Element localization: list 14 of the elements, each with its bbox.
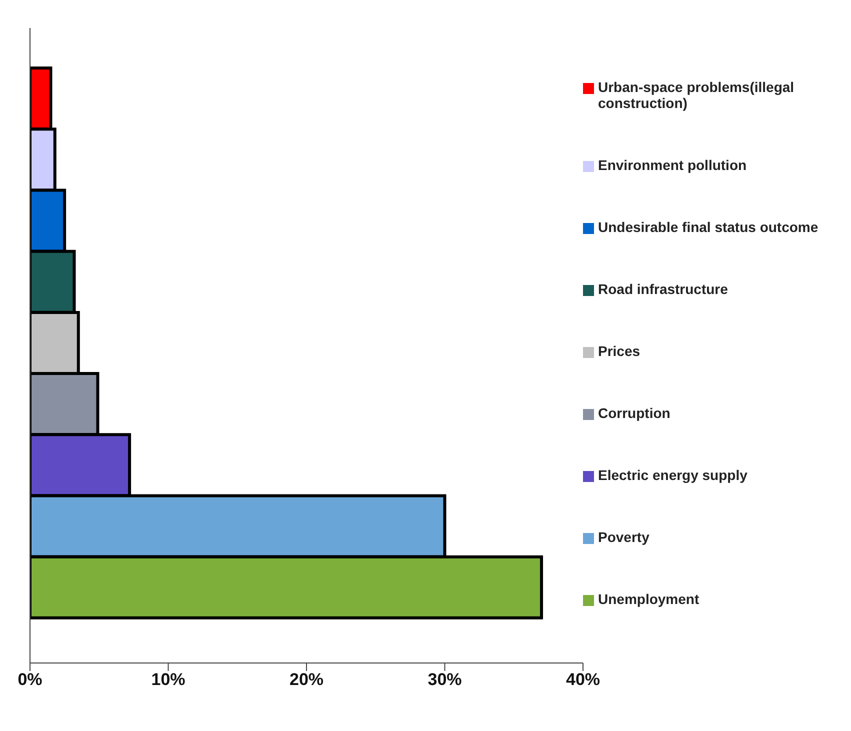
x-tick-label: 0% [18, 670, 42, 690]
x-tick-label: 30% [428, 670, 462, 690]
legend-label: Undesirable final status outcome [598, 218, 820, 234]
legend-label: Electric energy supply [598, 466, 748, 482]
legend-label: Environment pollution [598, 156, 748, 172]
legend-label: Prices [598, 342, 642, 358]
legend-label: Urban-space problems(illegal construction) [598, 78, 796, 110]
legend-label: Poverty [598, 528, 650, 544]
x-tick-label: 40% [566, 670, 600, 690]
legend-label: Road infrastructure [598, 280, 729, 296]
x-tick-label: 10% [151, 670, 186, 690]
legend-label: Corruption [598, 404, 672, 420]
legend-label: Unemployment [598, 590, 700, 606]
x-tick-label: 20% [289, 670, 324, 690]
